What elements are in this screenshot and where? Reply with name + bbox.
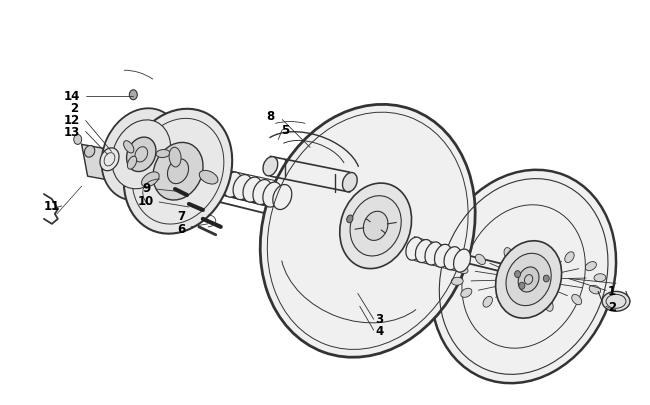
Text: 6: 6 xyxy=(177,223,185,236)
Ellipse shape xyxy=(476,255,486,265)
Ellipse shape xyxy=(243,178,262,202)
Ellipse shape xyxy=(273,185,292,210)
Ellipse shape xyxy=(213,170,232,195)
Ellipse shape xyxy=(127,157,136,170)
Ellipse shape xyxy=(363,212,388,241)
Ellipse shape xyxy=(100,149,119,171)
Ellipse shape xyxy=(461,289,472,298)
Ellipse shape xyxy=(263,157,278,177)
Text: 11: 11 xyxy=(44,200,60,213)
Ellipse shape xyxy=(132,119,224,224)
Ellipse shape xyxy=(169,148,181,168)
Text: 3: 3 xyxy=(376,312,384,325)
Ellipse shape xyxy=(456,265,468,274)
Ellipse shape xyxy=(431,171,616,383)
Ellipse shape xyxy=(124,109,232,234)
Ellipse shape xyxy=(602,292,630,311)
Text: 9: 9 xyxy=(142,181,150,194)
Ellipse shape xyxy=(112,121,171,189)
Ellipse shape xyxy=(594,274,606,282)
Ellipse shape xyxy=(586,262,597,271)
Text: 8: 8 xyxy=(266,110,274,123)
Ellipse shape xyxy=(350,196,401,256)
Ellipse shape xyxy=(514,301,521,312)
Ellipse shape xyxy=(406,238,423,260)
Text: 12: 12 xyxy=(64,114,80,127)
Ellipse shape xyxy=(518,267,539,292)
Ellipse shape xyxy=(156,150,170,158)
Ellipse shape xyxy=(343,173,358,192)
Ellipse shape xyxy=(506,254,551,306)
Text: 10: 10 xyxy=(138,194,154,207)
Ellipse shape xyxy=(233,175,252,200)
Ellipse shape xyxy=(444,247,461,270)
Ellipse shape xyxy=(200,171,218,185)
Text: 1: 1 xyxy=(608,284,616,297)
Ellipse shape xyxy=(129,91,137,100)
Ellipse shape xyxy=(168,160,188,184)
Text: 2: 2 xyxy=(70,102,78,115)
Ellipse shape xyxy=(84,146,95,158)
Ellipse shape xyxy=(346,215,353,223)
Ellipse shape xyxy=(536,247,544,259)
Ellipse shape xyxy=(572,295,582,305)
Ellipse shape xyxy=(253,180,272,205)
Ellipse shape xyxy=(153,143,203,200)
Ellipse shape xyxy=(263,183,282,207)
Ellipse shape xyxy=(565,252,574,263)
Ellipse shape xyxy=(545,300,553,311)
Ellipse shape xyxy=(515,271,521,278)
Ellipse shape xyxy=(340,183,411,269)
Ellipse shape xyxy=(127,138,156,172)
Ellipse shape xyxy=(454,249,471,273)
Ellipse shape xyxy=(543,275,549,282)
Ellipse shape xyxy=(504,248,512,260)
Ellipse shape xyxy=(260,105,475,357)
Text: 4: 4 xyxy=(376,324,384,337)
Ellipse shape xyxy=(434,245,452,268)
Ellipse shape xyxy=(451,277,463,286)
Text: 7: 7 xyxy=(177,210,185,223)
Ellipse shape xyxy=(223,173,242,198)
Ellipse shape xyxy=(519,283,525,290)
Ellipse shape xyxy=(415,240,432,263)
Text: 2: 2 xyxy=(608,300,616,313)
Ellipse shape xyxy=(425,242,442,265)
Ellipse shape xyxy=(73,135,82,145)
Ellipse shape xyxy=(483,296,493,307)
Ellipse shape xyxy=(495,241,562,318)
Ellipse shape xyxy=(124,141,134,153)
Text: 5: 5 xyxy=(281,124,289,136)
Polygon shape xyxy=(82,145,159,190)
Ellipse shape xyxy=(101,109,181,201)
Ellipse shape xyxy=(142,173,159,188)
Ellipse shape xyxy=(589,286,601,294)
Text: 13: 13 xyxy=(64,126,80,139)
Text: 14: 14 xyxy=(64,90,80,103)
